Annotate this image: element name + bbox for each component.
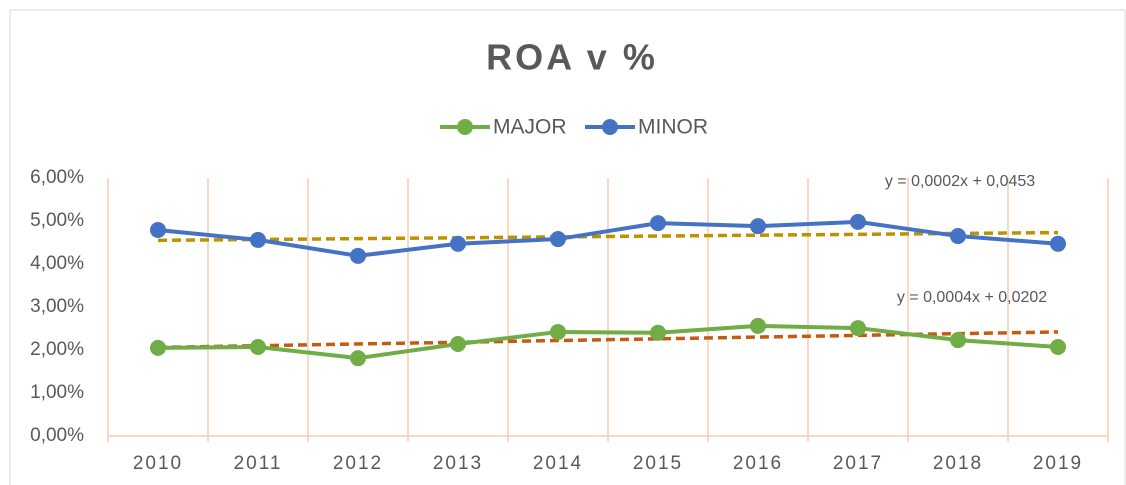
y-tick-label: 2,00% [30, 339, 84, 360]
y-tick-label: 6,00% [30, 167, 84, 188]
point [1050, 235, 1066, 252]
chart-border [9, 9, 1126, 485]
x-tick-label: 2011 [234, 453, 283, 474]
point [650, 324, 666, 341]
point [850, 320, 866, 337]
series-line [157, 323, 1059, 361]
point [350, 247, 366, 264]
y-tick-label: 5,00% [30, 210, 84, 231]
legend-marker [602, 119, 618, 135]
point [950, 228, 966, 245]
point [750, 218, 766, 235]
x-tick-label: 2016 [733, 453, 783, 474]
x-tick-label: 2019 [1033, 453, 1083, 474]
x-tick-label: 2013 [433, 453, 483, 474]
trendline-equation: y = 0,0004x + 0,0202 [897, 289, 1047, 306]
y-tick-label: 3,00% [30, 296, 84, 317]
legend-label: MAJOR [493, 116, 567, 139]
x-tick-label: 2010 [133, 453, 183, 474]
point [650, 215, 666, 232]
x-tick-label: 2012 [333, 453, 383, 474]
point [450, 335, 466, 352]
x-tick-label: 2014 [533, 453, 583, 474]
legend-label: MINOR [638, 116, 708, 139]
point [850, 213, 866, 230]
point [150, 222, 166, 239]
point [250, 231, 266, 248]
point [550, 323, 566, 340]
y-tick-label: 4,00% [30, 253, 84, 274]
point [1050, 338, 1066, 355]
point [350, 350, 366, 367]
x-tick-label: 2015 [633, 453, 683, 474]
point [550, 231, 566, 248]
point [250, 338, 266, 355]
y-tick-label: 0,00% [30, 425, 84, 446]
point [450, 235, 466, 252]
y-tick-label: 1,00% [30, 382, 84, 403]
point [750, 317, 766, 334]
series-line [157, 219, 1059, 258]
x-tick-label: 2017 [833, 453, 883, 474]
trendline [157, 230, 1059, 243]
point [950, 332, 966, 349]
point [150, 339, 166, 356]
chart-title: ROA v % [486, 37, 658, 78]
legend-marker [457, 119, 473, 135]
trendline-equation: y = 0,0002x + 0,0453 [885, 173, 1035, 190]
x-tick-label: 2018 [933, 453, 983, 474]
